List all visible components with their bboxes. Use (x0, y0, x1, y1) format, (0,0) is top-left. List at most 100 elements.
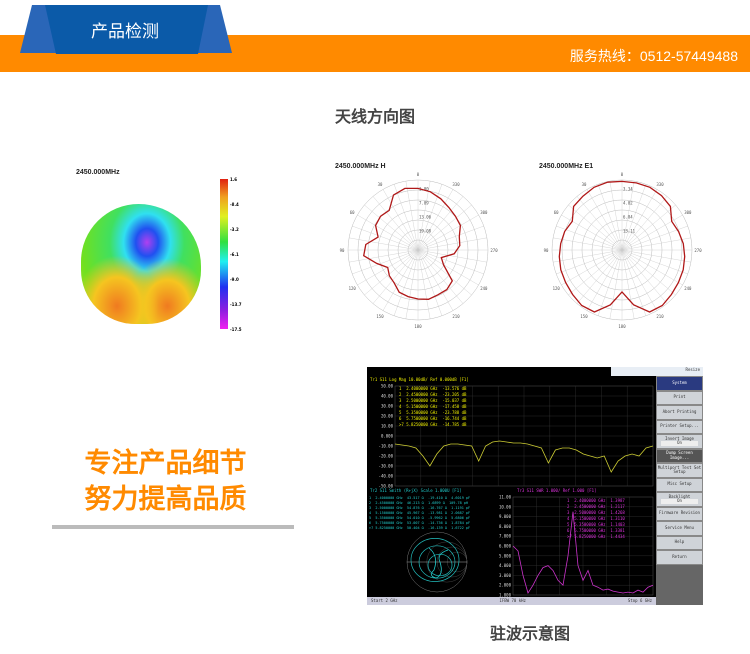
trace3-ytick: 5.000 (499, 553, 512, 558)
polar-grid-spoke (609, 249, 623, 319)
polar-grid-spoke (561, 249, 623, 286)
polar-grid-spoke (352, 225, 419, 251)
softkey-value: On (661, 441, 698, 446)
start-freq: Start 2 GHz (371, 598, 398, 603)
trace3-ytick: 9.000 (499, 514, 512, 519)
softkey-return[interactable]: Return (656, 550, 703, 565)
polar-grid-spoke (586, 189, 623, 251)
marker-readout: >7 5.8250000 GHz -14.785 dB (399, 422, 467, 427)
polar-grid-spoke (393, 249, 419, 316)
polar-angle-label: 240 (480, 286, 488, 291)
polar-radial-label: 4.02 (623, 201, 633, 206)
polar-grid-spoke (621, 249, 688, 275)
marker-readout: >7 5.8250000 GHz 1.4434 (567, 534, 625, 539)
softkey-help[interactable]: Help (656, 535, 703, 550)
polar-e1-plot: 0 30 60 90 120 150 180 210 240 270 300 330 3.34 4.02 6… (544, 172, 702, 329)
polar-angle-label: 330 (452, 182, 460, 187)
polar-grid-spoke (621, 249, 635, 319)
softkey-service-menu[interactable]: Service Menu (656, 521, 703, 536)
polar-grid-spoke (405, 181, 419, 251)
trace1-markers: 1 2.4000000 GHz -13.576 dB 2 2.4500000 GH… (399, 386, 466, 428)
slogan-line-2: 努力提高品质 (84, 484, 247, 515)
marker-readout: 4 5.1500000 GHz -17.458 dB (399, 404, 467, 409)
polar-radial-label: 19.08 (419, 229, 432, 234)
trace1-ytick: 50.00 (381, 384, 394, 389)
softkey-abort-printing[interactable]: Abort Printing (656, 405, 703, 420)
polar-grid-spoke (393, 184, 419, 251)
marker-readout: 3 2.5000000 GHz 54.876 Ω -16.767 Ω 1.119… (369, 506, 471, 510)
softkey-invert-image[interactable]: Invert Image On (656, 434, 703, 449)
polar-grid-spoke (417, 181, 431, 251)
trace3-ytick: 4.000 (499, 563, 512, 568)
polar-grid-spoke (417, 196, 464, 251)
marker-readout: 2 2.4500000 GHz 46.213 Ω 1.6899 Ω 109.78… (369, 501, 469, 505)
trace3-ytick: 3.000 (499, 573, 512, 578)
marker-readout: 5 5.3500000 GHz 1.1403 (567, 522, 625, 527)
smith-trace (427, 553, 453, 577)
polar-grid-spoke (382, 189, 419, 251)
softkey-label: Service Menu (665, 524, 694, 530)
polar-grid-spoke (556, 225, 623, 251)
softkey-label: Multiport Test Set Setup (657, 464, 702, 475)
polar-grid-spoke (553, 249, 623, 263)
marker-readout: 1 2.4000000 GHz 1.3987 (567, 498, 625, 503)
polar-angle-label: 90 (544, 248, 549, 253)
softkey-firmware-revision[interactable]: Firmware Revision (656, 506, 703, 521)
trace3-ytick: 7.000 (499, 534, 512, 539)
softkey-label: Misc Setup (667, 481, 692, 487)
polar-grid-spoke (417, 249, 487, 263)
softkey-backlight[interactable]: Backlight On (656, 492, 703, 507)
softkey-print[interactable]: Print (656, 390, 703, 405)
slogan: 专注产品细节 努力提高品质 (58, 446, 273, 518)
trace3-ytick: 6.000 (499, 544, 512, 549)
polar-radial-label: 3.34 (623, 187, 633, 192)
colorbar-tick: -9.0 (230, 277, 239, 282)
trace1-ytick: -10.00 (379, 444, 394, 449)
polar-trace (362, 187, 462, 300)
polar-grid-spoke (417, 214, 479, 251)
polar-grid-spoke (364, 204, 419, 251)
polar-angle-label: 120 (553, 286, 561, 291)
softkey-label: Backlight (668, 493, 691, 499)
polar-angle-label: 30 (378, 182, 383, 187)
polar-angle-label: 60 (554, 210, 559, 215)
colorbar-tick: -6.1 (230, 252, 239, 257)
colorbar-tick: -3.2 (230, 227, 239, 232)
softkey-printer-setup[interactable]: Printer Setup... (656, 419, 703, 434)
polar-grid-spoke (576, 249, 623, 304)
marker-readout: 5 5.3500000 GHz -23.788 dB (399, 410, 467, 415)
vswr-caption: 驻波示意图 (489, 624, 570, 643)
softkey-label: Printer Setup... (660, 423, 699, 429)
polar-grid-spoke (349, 237, 419, 251)
polar-grid-spoke (357, 214, 419, 251)
polar-h-plot: 0 30 60 90 120 150 180 210 240 270 300 330 1.00 7.09 1… (340, 172, 498, 329)
trace3-ytick: 1.000 (499, 593, 512, 598)
marker-readout: >7 5.8250000 GHz 50.404 Ω -16.139 Ω 1.67… (369, 526, 471, 530)
colorbar-ticks: 1.6 -8.4 -3.2 -6.1 -9.0 -13.7 -17.5 (230, 177, 242, 332)
polar-grid-spoke (417, 249, 431, 319)
smith-trace (410, 538, 460, 582)
softkey-system[interactable]: System (656, 376, 703, 391)
polar-grid-spoke (364, 249, 419, 296)
polar-angle-label: 210 (656, 314, 664, 319)
marker-readout: 6 5.7500000 GHz 1.3381 (567, 528, 625, 533)
polar-grid-spoke (597, 184, 623, 251)
polar-grid-spoke (382, 249, 419, 311)
polar-grid-spoke (417, 249, 443, 316)
softkey-misc-setup[interactable]: Misc Setup (656, 477, 703, 492)
polar-angle-label: 0 (621, 172, 624, 177)
marker-readout: 2 2.4500000 GHz 1.2117 (567, 504, 625, 509)
colorbar (220, 179, 228, 329)
trace2-markers: 1 2.4000000 GHz 43.517 Ω -19.410 Ω 4.601… (369, 496, 470, 531)
trace3-ytick: 8.000 (499, 524, 512, 529)
polar-h-label: 2450.000MHz H (335, 163, 386, 170)
trace1-ytick: -20.00 (379, 454, 394, 459)
trace3-ytick: 10.00 (499, 504, 512, 509)
vna-title-bar: Resize (611, 367, 703, 376)
polar-grid-spoke (352, 249, 419, 275)
polar-angle-label: 0 (417, 172, 420, 177)
polar-grid-spoke (597, 249, 623, 316)
slogan-line-1: 专注产品细节 (84, 448, 247, 479)
softkey-multiport-test-set-setup[interactable]: Multiport Test Set Setup (656, 463, 703, 478)
softkey-dump-screen-image[interactable]: Dump Screen Image... (656, 448, 703, 463)
